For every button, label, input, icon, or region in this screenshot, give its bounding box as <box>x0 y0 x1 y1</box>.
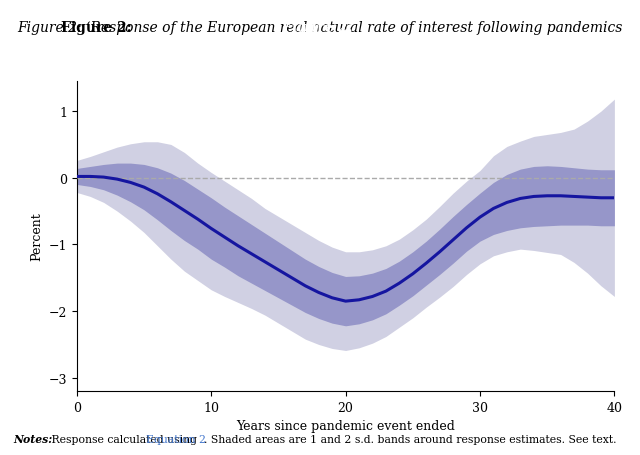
Text: Notes:: Notes: <box>13 433 52 444</box>
Text: Response calculated using: Response calculated using <box>48 434 200 444</box>
Text: Equation 2: Equation 2 <box>146 434 206 444</box>
Text: . Shaded areas are 1 and 2 s.d. bands around response estimates. See text.: . Shaded areas are 1 and 2 s.d. bands ar… <box>204 434 616 444</box>
Text: Figure 2:: Figure 2: <box>282 20 358 35</box>
Y-axis label: Percent: Percent <box>30 212 43 261</box>
Text: Figure 2:: Figure 2: <box>61 20 136 35</box>
Text: Figure 2: ‘Response of the European real natural rate of interest following pand: Figure 2: ‘Response of the European real… <box>17 20 623 35</box>
X-axis label: Years since pandemic event ended: Years since pandemic event ended <box>236 420 455 433</box>
